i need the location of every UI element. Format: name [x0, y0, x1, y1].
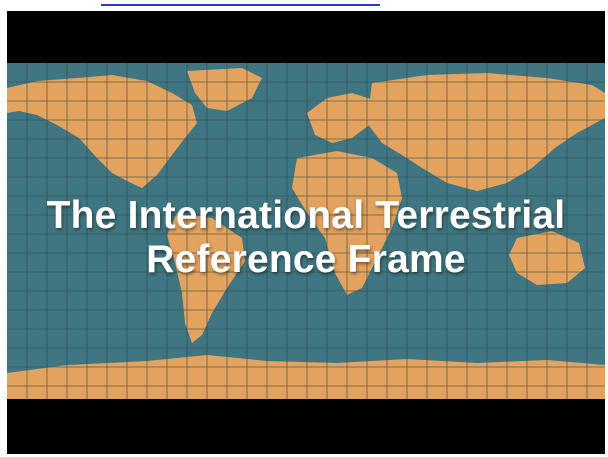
land-europe [307, 93, 377, 143]
top-link[interactable] [101, 0, 380, 6]
land-south-america [167, 213, 245, 343]
video-title-overlay: The International Terrestrial Reference … [7, 194, 605, 282]
video-title-line-1: The International Terrestrial [46, 194, 566, 237]
land-greenland [187, 68, 262, 111]
video-player[interactable]: The International Terrestrial Reference … [7, 11, 605, 454]
land-antarctica [7, 355, 605, 399]
land-north-america [7, 75, 197, 188]
video-title-line-2: Reference Frame [146, 238, 466, 281]
land-asia [367, 73, 605, 191]
map-grid [7, 63, 605, 399]
world-map-image [7, 63, 605, 399]
